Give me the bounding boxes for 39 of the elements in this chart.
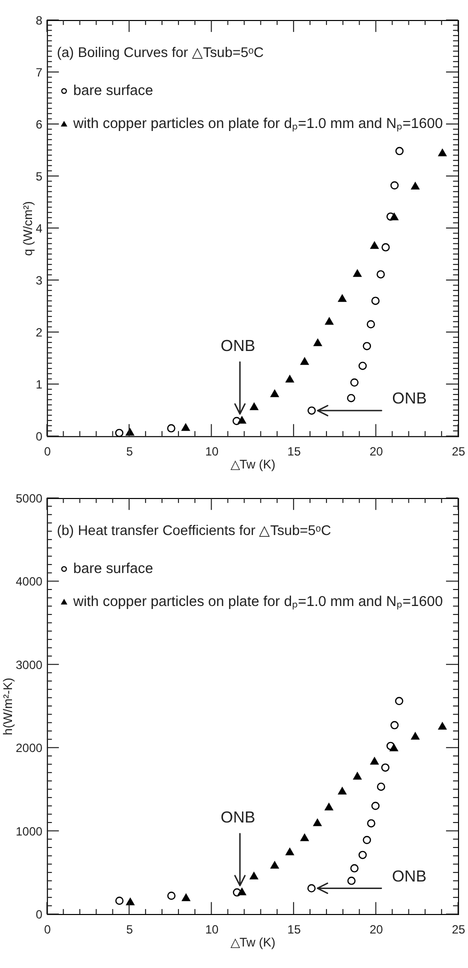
legend-label: bare surface — [73, 83, 154, 100]
y-tick-label: 2000 — [16, 741, 43, 756]
x-tick-label: 20 — [370, 922, 384, 937]
y-tick-label: 4 — [36, 222, 43, 236]
annotation: ONB — [220, 338, 256, 356]
y-tick-label: 0 — [36, 908, 43, 922]
y-tick-label: 3 — [36, 274, 43, 288]
y-tick-label: 1 — [36, 378, 43, 392]
y-tick-label: 0 — [36, 430, 43, 444]
x-tick-label: 20 — [370, 444, 384, 459]
x-tick-label: 5 — [126, 922, 134, 937]
x-axis-title: △Tw (K) — [230, 935, 276, 950]
y-tick-label: 5 — [36, 170, 43, 184]
text: (b) Heat transfer Coefficients for △Tsub=5ᵒC — [56, 522, 332, 538]
y-tick-label: 7 — [36, 65, 43, 80]
y-axis-title: h(W/m²-K) — [0, 678, 15, 736]
annotation: ONB — [392, 390, 427, 408]
y-tick-label: 5000 — [16, 491, 43, 506]
x-tick-label: 5 — [126, 444, 134, 459]
legend-label: bare surface — [73, 560, 154, 577]
x-tick-label: 25 — [452, 444, 466, 459]
y-tick-label: 2 — [36, 326, 43, 340]
x-tick-label: 25 — [452, 922, 466, 937]
y-axis-title: q (W/cm²) — [20, 201, 35, 256]
x-tick-label: 15 — [287, 922, 302, 937]
y-tick-label: 4000 — [16, 574, 43, 589]
x-axis-title: △Tw (K) — [230, 458, 276, 472]
annotation: ONB — [220, 810, 256, 827]
y-tick-label: 1000 — [16, 824, 43, 838]
annotation: ONB — [392, 868, 427, 886]
y-tick-label: 3000 — [16, 658, 43, 672]
y-tick-label: 8 — [36, 13, 43, 28]
text: (a) Boiling Curves for △Tsub=5ᵒC — [56, 44, 264, 60]
x-tick-label: 15 — [287, 444, 302, 459]
y-tick-label: 6 — [36, 117, 43, 132]
x-tick-label: 10 — [205, 444, 219, 459]
x-tick-label: 10 — [205, 922, 219, 937]
legend-label: with copper particles on plate for dₚ=1.0 mm and Nₚ=1600 — [72, 594, 443, 610]
legend-label: with copper particles on plate for dₚ=1.0 mm and Nₚ=1600 — [72, 116, 443, 132]
